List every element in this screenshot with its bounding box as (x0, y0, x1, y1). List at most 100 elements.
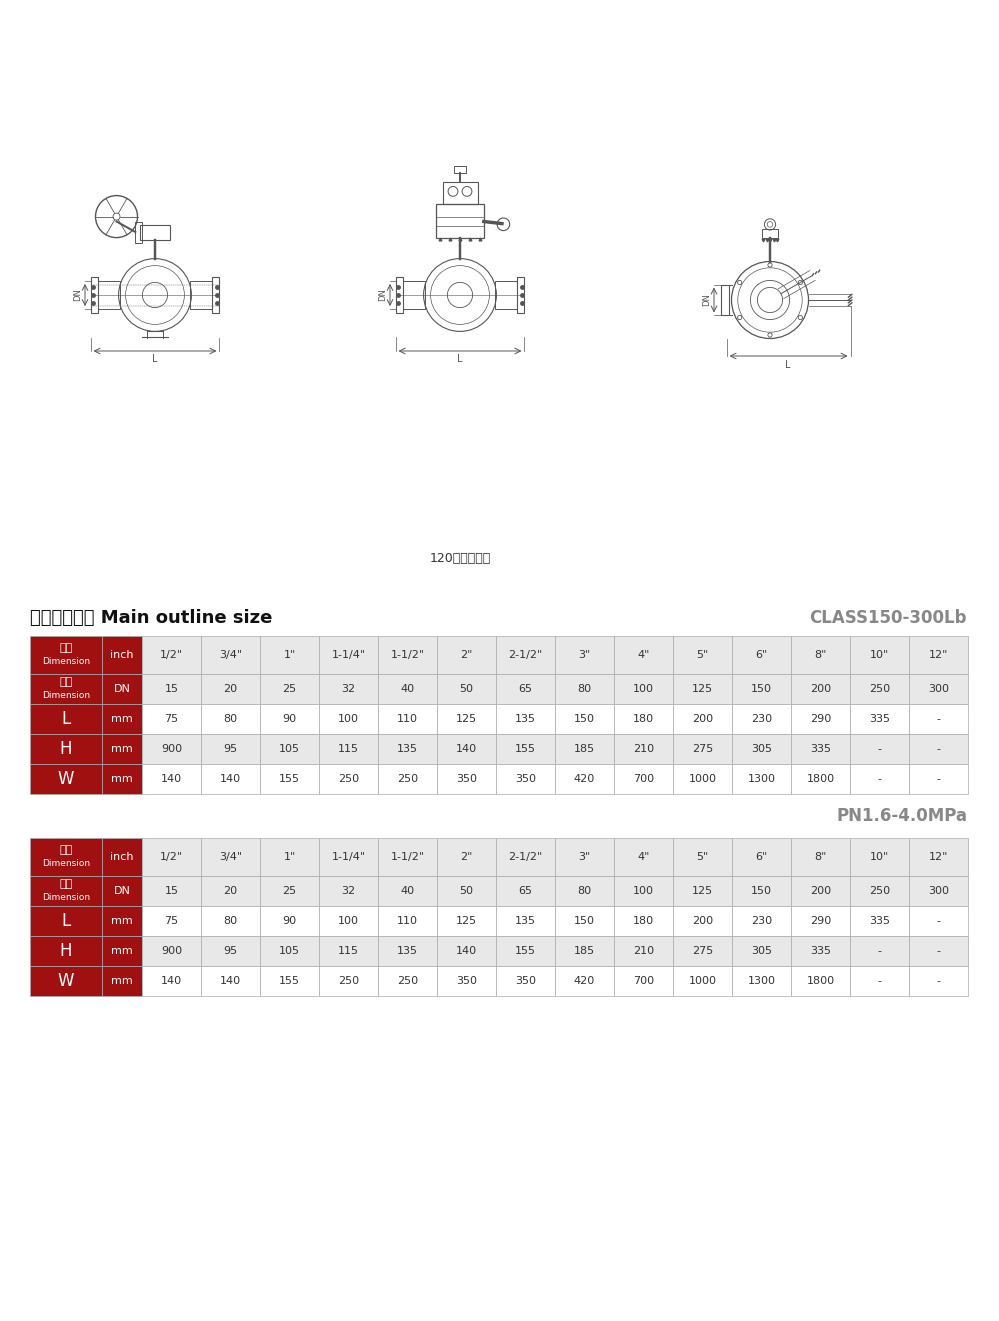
Text: 尺寸: 尺寸 (59, 878, 73, 889)
Text: W: W (58, 770, 74, 789)
FancyBboxPatch shape (732, 764, 791, 794)
FancyBboxPatch shape (791, 635, 850, 674)
FancyBboxPatch shape (555, 937, 614, 966)
FancyBboxPatch shape (142, 906, 201, 937)
FancyBboxPatch shape (850, 704, 909, 734)
Text: 125: 125 (456, 713, 478, 724)
FancyBboxPatch shape (378, 838, 437, 876)
Text: 200: 200 (810, 886, 831, 896)
Text: 140: 140 (220, 976, 241, 985)
Text: -: - (936, 744, 940, 754)
FancyBboxPatch shape (260, 704, 319, 734)
Text: 3/4": 3/4" (219, 650, 242, 660)
FancyBboxPatch shape (909, 704, 968, 734)
FancyBboxPatch shape (909, 734, 968, 764)
FancyBboxPatch shape (30, 635, 102, 674)
FancyBboxPatch shape (614, 764, 673, 794)
Text: 1": 1" (284, 852, 296, 863)
FancyBboxPatch shape (30, 704, 102, 734)
FancyBboxPatch shape (614, 876, 673, 906)
Text: -: - (936, 713, 940, 724)
Text: mm: mm (111, 915, 133, 926)
FancyBboxPatch shape (850, 635, 909, 674)
Text: 65: 65 (518, 684, 532, 694)
Text: 250: 250 (869, 684, 890, 694)
FancyBboxPatch shape (791, 734, 850, 764)
FancyBboxPatch shape (378, 635, 437, 674)
Text: 32: 32 (342, 886, 356, 896)
FancyBboxPatch shape (614, 906, 673, 937)
Text: 120度三通球阀: 120度三通球阀 (430, 551, 491, 564)
FancyBboxPatch shape (201, 704, 260, 734)
FancyBboxPatch shape (201, 838, 260, 876)
FancyBboxPatch shape (909, 674, 968, 704)
Text: 25: 25 (283, 886, 297, 896)
FancyBboxPatch shape (260, 838, 319, 876)
FancyBboxPatch shape (319, 674, 378, 704)
FancyBboxPatch shape (378, 764, 437, 794)
Text: 40: 40 (401, 684, 415, 694)
FancyBboxPatch shape (260, 966, 319, 996)
Bar (98, 281, 120, 309)
Text: 尺寸: 尺寸 (59, 676, 73, 687)
FancyBboxPatch shape (555, 635, 614, 674)
FancyBboxPatch shape (378, 734, 437, 764)
FancyBboxPatch shape (260, 906, 319, 937)
FancyBboxPatch shape (260, 674, 319, 704)
FancyBboxPatch shape (201, 966, 260, 996)
FancyBboxPatch shape (378, 937, 437, 966)
FancyBboxPatch shape (555, 876, 614, 906)
Text: CLASS150-300Lb: CLASS150-300Lb (809, 609, 967, 627)
Text: 420: 420 (573, 976, 595, 985)
FancyBboxPatch shape (142, 674, 201, 704)
Text: 350: 350 (515, 976, 536, 985)
FancyBboxPatch shape (201, 876, 260, 906)
Text: -: - (936, 976, 940, 985)
Text: 250: 250 (869, 886, 890, 896)
FancyBboxPatch shape (260, 876, 319, 906)
FancyBboxPatch shape (850, 966, 909, 996)
Text: 700: 700 (633, 976, 654, 985)
Text: 80: 80 (577, 684, 591, 694)
Text: 75: 75 (165, 915, 179, 926)
FancyBboxPatch shape (30, 966, 102, 996)
FancyBboxPatch shape (850, 937, 909, 966)
Text: 140: 140 (161, 774, 182, 783)
FancyBboxPatch shape (614, 635, 673, 674)
Bar (403, 281, 425, 309)
FancyBboxPatch shape (378, 966, 437, 996)
Text: 350: 350 (456, 774, 477, 783)
Text: 230: 230 (751, 713, 772, 724)
Text: 1800: 1800 (806, 774, 834, 783)
FancyBboxPatch shape (319, 966, 378, 996)
FancyBboxPatch shape (555, 838, 614, 876)
Text: 5": 5" (696, 852, 708, 863)
Text: 4": 4" (637, 852, 649, 863)
Text: DN: DN (379, 288, 388, 301)
FancyBboxPatch shape (673, 674, 732, 704)
Text: 1000: 1000 (688, 774, 716, 783)
Text: 300: 300 (928, 684, 949, 694)
Text: 155: 155 (515, 946, 536, 956)
FancyBboxPatch shape (614, 937, 673, 966)
Text: 135: 135 (515, 915, 536, 926)
FancyBboxPatch shape (850, 906, 909, 937)
Text: 25: 25 (283, 684, 297, 694)
Text: 32: 32 (342, 684, 356, 694)
FancyBboxPatch shape (673, 966, 732, 996)
FancyBboxPatch shape (437, 734, 496, 764)
Text: 90: 90 (283, 713, 297, 724)
FancyBboxPatch shape (496, 906, 555, 937)
FancyBboxPatch shape (555, 734, 614, 764)
Text: 125: 125 (692, 684, 713, 694)
FancyBboxPatch shape (673, 838, 732, 876)
Text: 1/2": 1/2" (160, 650, 183, 660)
Text: 20: 20 (224, 684, 238, 694)
FancyBboxPatch shape (732, 635, 791, 674)
FancyBboxPatch shape (732, 704, 791, 734)
Text: 100: 100 (633, 684, 654, 694)
FancyBboxPatch shape (142, 764, 201, 794)
Text: 3/4": 3/4" (219, 852, 242, 863)
Text: 105: 105 (279, 946, 300, 956)
Text: 140: 140 (161, 976, 182, 985)
